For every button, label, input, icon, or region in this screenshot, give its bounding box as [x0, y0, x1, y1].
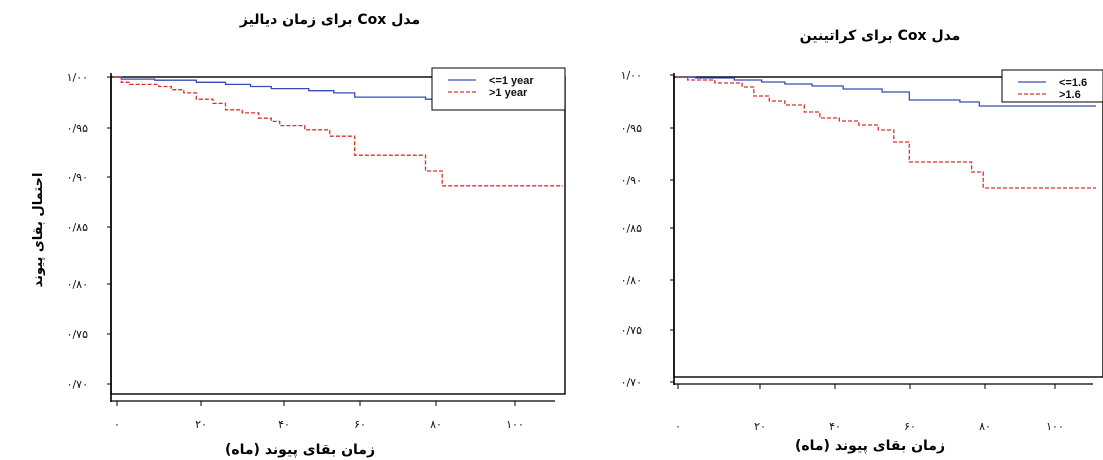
chart-2-title: مدل Cox برای کراتینین — [800, 28, 961, 44]
y-tick-label: ۰/۸۵ — [621, 222, 643, 235]
chart-1-title: مدل Cox برای زمان دیالیز — [239, 12, 420, 28]
y-tick-label: ۱/۰۰ — [67, 71, 88, 84]
series-line-low — [113, 76, 563, 104]
legend-box — [1001, 69, 1103, 103]
y-tick-label: ۰/۹۵ — [621, 122, 643, 135]
x-tick-label: ۴۰ — [278, 418, 290, 431]
chart-1-plot: ۱/۰۰ ۰/۹۵ ۰/۹۰ ۰/۸۵ ۰/۸۰ ۰/۷۵ ۰/۷۰ ۰ ۲۰ ۴۰ ۶۰ ۸۰ ۱۰۰… — [67, 67, 566, 431]
x-tick-label: ۸۰ — [430, 418, 442, 431]
y-tick-label: ۰/۷۵ — [67, 328, 89, 341]
chart-1-xlabel: زمان بقای پیوند (ماه) — [225, 442, 375, 458]
x-tick-label: ۲۰ — [195, 418, 207, 431]
x-tick-label: ۶۰ — [904, 420, 916, 433]
x-tick-label: ۰ — [675, 420, 681, 433]
series-line-low — [676, 76, 1096, 107]
y-tick-label: ۰/۷۰ — [67, 378, 88, 391]
y-tick-label: ۰/۸۰ — [621, 274, 642, 287]
x-tick-label: ۱۰۰ — [1046, 420, 1064, 433]
legend-label: >1 year — [489, 87, 528, 99]
y-tick-label: ۰/۹۵ — [67, 122, 89, 135]
legend-label: >1.6 — [1059, 89, 1081, 101]
y-tick-label: ۰/۷۰ — [621, 376, 642, 389]
chart-2-plot: ۱/۰۰ ۰/۹۵ ۰/۹۰ ۰/۸۵ ۰/۸۰ ۰/۷۵ ۰/۷۰ ۰ ۲۰ ۴۰ ۶۰ ۸۰ ۱۰۰… — [621, 69, 1103, 433]
legend-label: <=1.6 — [1059, 77, 1087, 89]
y-tick-label: ۰/۸۰ — [67, 278, 88, 291]
y-tick-label: ۰/۸۵ — [67, 221, 89, 234]
shared-ylabel: احتمال بقای پیوند — [31, 173, 46, 288]
y-tick-label: ۰/۹۰ — [621, 174, 642, 187]
chart-2-xlabel: زمان بقای پیوند (ماه) — [795, 438, 945, 454]
x-tick-label: ۲۰ — [754, 420, 766, 433]
x-tick-label: ۶۰ — [354, 418, 366, 431]
x-tick-label: ۰ — [114, 418, 120, 431]
plot-frame — [673, 76, 1103, 378]
x-tick-label: ۴۰ — [829, 420, 841, 433]
series-line-high — [676, 76, 1096, 189]
x-tick-label: ۱۰۰ — [506, 418, 524, 431]
legend-label: <=1 year — [489, 75, 534, 87]
y-tick-label: ۱/۰۰ — [621, 69, 642, 82]
series-line-high — [113, 76, 563, 187]
x-tick-label: ۸۰ — [979, 420, 991, 433]
plot-frame — [110, 76, 566, 395]
y-tick-label: ۰/۹۰ — [67, 171, 88, 184]
legend-box — [431, 67, 566, 111]
y-tick-label: ۰/۷۵ — [621, 324, 643, 337]
